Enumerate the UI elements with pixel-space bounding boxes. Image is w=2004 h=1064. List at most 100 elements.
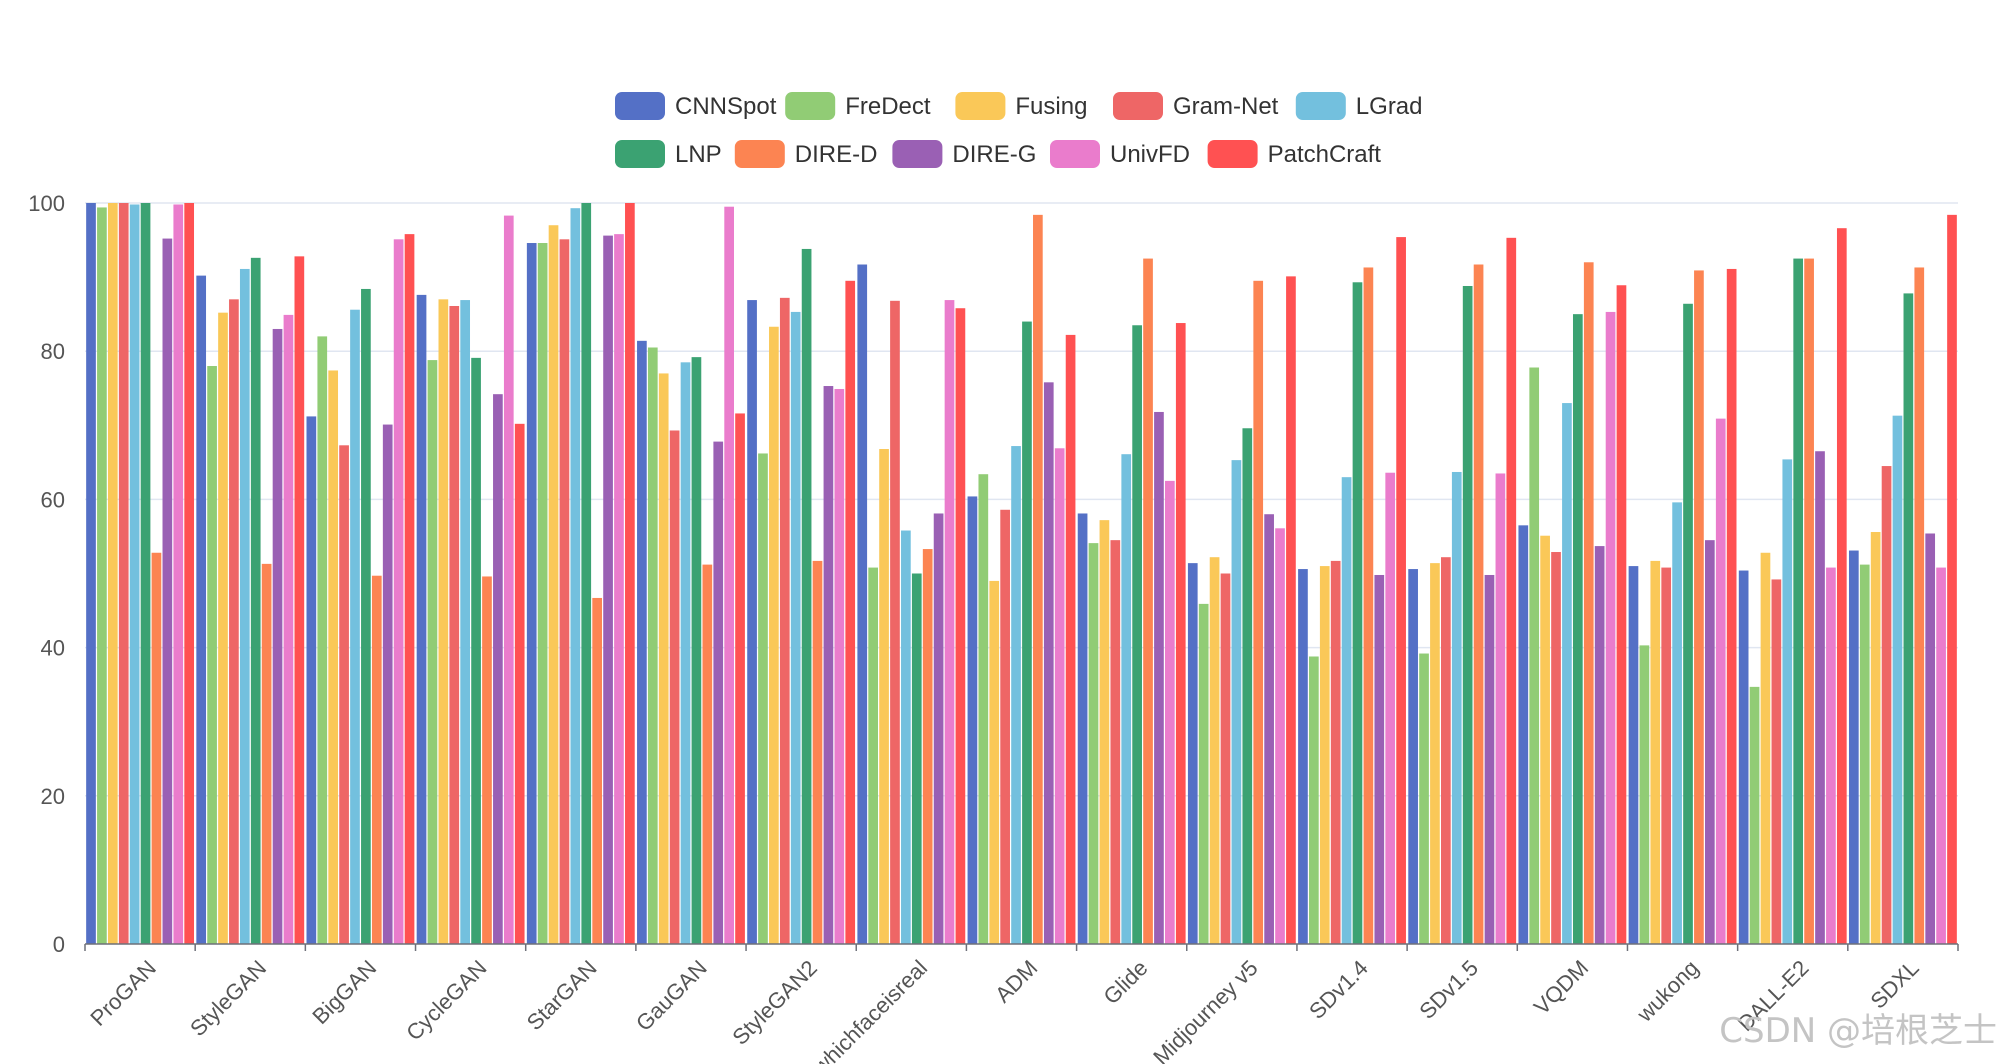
bar-fredect-4[interactable] xyxy=(537,243,548,944)
bar-univfd-12[interactable] xyxy=(1495,473,1506,944)
bar-univfd-10[interactable] xyxy=(1275,528,1285,944)
bar-dire-g-11[interactable] xyxy=(1374,574,1385,944)
legend-item-dire-d[interactable]: DIRE-D xyxy=(734,140,878,168)
bar-lgrad-16[interactable] xyxy=(1892,415,1903,944)
bar-patchcraft-4[interactable] xyxy=(625,203,635,944)
bar-patchcraft-7[interactable] xyxy=(955,308,966,944)
bar-univfd-2[interactable] xyxy=(393,239,404,944)
bar-fusing-7[interactable] xyxy=(879,449,889,944)
bar-fredect-13[interactable] xyxy=(1529,367,1540,944)
bar-lgrad-4[interactable] xyxy=(570,208,581,944)
bar-univfd-7[interactable] xyxy=(944,300,955,944)
bar-gram-net-12[interactable] xyxy=(1440,557,1451,944)
bar-univfd-8[interactable] xyxy=(1054,448,1065,944)
bar-cnnspot-16[interactable] xyxy=(1848,550,1859,944)
bar-cnnspot-6[interactable] xyxy=(747,300,757,944)
legend-item-cnnspot[interactable]: CNNSpot xyxy=(615,92,777,120)
bar-univfd-4[interactable] xyxy=(614,234,624,944)
bar-patchcraft-10[interactable] xyxy=(1286,276,1296,944)
bar-patchcraft-8[interactable] xyxy=(1065,334,1076,944)
bar-lnp-6[interactable] xyxy=(801,248,812,944)
bar-cnnspot-11[interactable] xyxy=(1298,569,1308,944)
bar-dire-g-9[interactable] xyxy=(1154,411,1164,944)
bar-lnp-5[interactable] xyxy=(691,357,702,944)
bar-dire-g-8[interactable] xyxy=(1043,382,1054,944)
legend-item-patchcraft[interactable]: PatchCraft xyxy=(1207,140,1382,168)
bar-cnnspot-3[interactable] xyxy=(416,294,427,944)
bar-fusing-6[interactable] xyxy=(769,326,779,944)
bar-lgrad-15[interactable] xyxy=(1782,459,1793,944)
bar-fredect-10[interactable] xyxy=(1198,603,1209,944)
bar-cnnspot-4[interactable] xyxy=(526,243,537,944)
bar-dire-g-2[interactable] xyxy=(382,424,393,945)
bar-dire-d-9[interactable] xyxy=(1143,258,1153,944)
bar-lnp-3[interactable] xyxy=(471,357,481,944)
bar-patchcraft-14[interactable] xyxy=(1726,268,1737,945)
bar-patchcraft-3[interactable] xyxy=(514,423,525,944)
bar-fusing-14[interactable] xyxy=(1650,560,1661,944)
bar-lgrad-6[interactable] xyxy=(790,311,801,944)
bar-gram-net-8[interactable] xyxy=(1000,509,1010,944)
bar-dire-g-5[interactable] xyxy=(713,441,724,944)
legend-item-dire-g[interactable]: DIRE-G xyxy=(892,140,1036,168)
bar-dire-d-11[interactable] xyxy=(1363,267,1374,944)
bar-dire-d-12[interactable] xyxy=(1473,264,1484,944)
bar-fusing-1[interactable] xyxy=(218,312,228,945)
bar-gram-net-0[interactable] xyxy=(118,203,129,944)
bar-dire-g-10[interactable] xyxy=(1264,514,1274,944)
bar-fredect-7[interactable] xyxy=(868,567,878,944)
bar-lgrad-0[interactable] xyxy=(129,204,140,944)
bar-fusing-11[interactable] xyxy=(1319,566,1330,944)
bar-fusing-12[interactable] xyxy=(1430,563,1440,944)
legend[interactable]: CNNSpot FreDect Fusing Gram-Net LGrad LNP DIRE… xyxy=(615,92,1423,168)
bar-cnnspot-8[interactable] xyxy=(967,496,978,944)
bar-fredect-1[interactable] xyxy=(207,366,217,944)
bar-fusing-3[interactable] xyxy=(438,299,449,945)
bar-fusing-13[interactable] xyxy=(1540,535,1550,944)
bar-patchcraft-13[interactable] xyxy=(1616,285,1627,945)
bar-patchcraft-1[interactable] xyxy=(294,256,305,944)
bar-dire-g-14[interactable] xyxy=(1704,540,1715,944)
bar-fusing-10[interactable] xyxy=(1209,557,1220,944)
bar-lnp-4[interactable] xyxy=(581,203,592,944)
bar-lgrad-14[interactable] xyxy=(1672,502,1682,944)
bar-cnnspot-13[interactable] xyxy=(1518,525,1529,944)
bar-cnnspot-0[interactable] xyxy=(86,203,96,944)
bar-dire-g-0[interactable] xyxy=(162,238,173,944)
bar-lgrad-11[interactable] xyxy=(1341,477,1352,944)
bar-lgrad-12[interactable] xyxy=(1451,471,1462,944)
bar-lgrad-9[interactable] xyxy=(1121,454,1132,944)
bar-dire-d-4[interactable] xyxy=(592,597,603,944)
bar-dire-d-0[interactable] xyxy=(151,552,162,944)
bar-fredect-6[interactable] xyxy=(758,453,768,944)
bar-univfd-3[interactable] xyxy=(503,215,514,945)
bar-fredect-5[interactable] xyxy=(647,347,658,944)
bar-gram-net-15[interactable] xyxy=(1771,579,1782,944)
bar-dire-g-1[interactable] xyxy=(272,328,283,945)
bar-cnnspot-1[interactable] xyxy=(196,275,207,944)
bar-lnp-15[interactable] xyxy=(1793,258,1804,944)
bar-dire-g-6[interactable] xyxy=(823,386,834,945)
bar-patchcraft-16[interactable] xyxy=(1947,214,1957,944)
bar-cnnspot-5[interactable] xyxy=(637,340,647,944)
bar-fusing-16[interactable] xyxy=(1870,532,1881,944)
bar-univfd-1[interactable] xyxy=(283,314,294,944)
bar-lgrad-8[interactable] xyxy=(1011,446,1021,944)
bar-lnp-11[interactable] xyxy=(1352,282,1363,944)
bar-univfd-16[interactable] xyxy=(1936,567,1946,944)
bar-cnnspot-10[interactable] xyxy=(1187,563,1198,944)
bar-gram-net-5[interactable] xyxy=(669,430,680,944)
bar-gram-net-2[interactable] xyxy=(339,445,349,944)
bar-fusing-4[interactable] xyxy=(548,225,559,945)
bar-univfd-6[interactable] xyxy=(834,388,845,945)
bar-gram-net-13[interactable] xyxy=(1551,552,1561,944)
bar-fredect-16[interactable] xyxy=(1859,564,1870,944)
bar-fusing-15[interactable] xyxy=(1760,552,1771,944)
bar-lgrad-7[interactable] xyxy=(901,530,911,944)
bar-gram-net-14[interactable] xyxy=(1661,567,1672,944)
bar-fredect-11[interactable] xyxy=(1309,656,1319,944)
bar-lnp-13[interactable] xyxy=(1572,314,1583,944)
bar-fredect-12[interactable] xyxy=(1419,653,1429,944)
bar-gram-net-3[interactable] xyxy=(449,305,460,944)
bar-dire-d-3[interactable] xyxy=(482,576,492,944)
